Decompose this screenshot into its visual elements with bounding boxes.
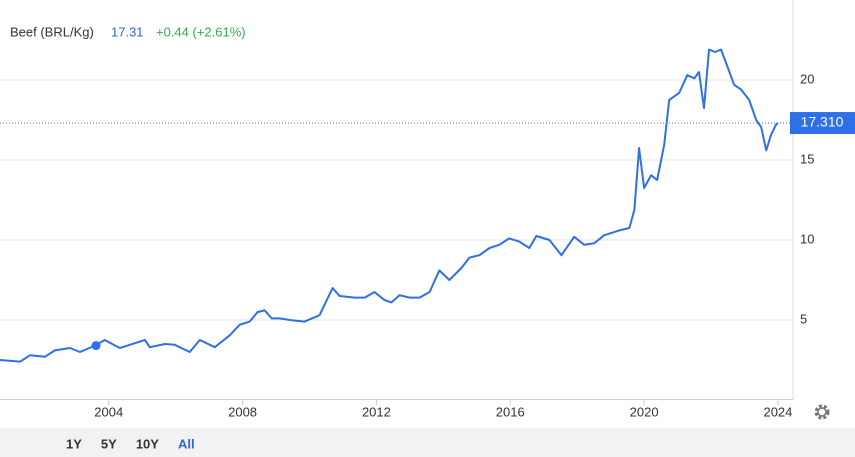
x-tick-label: 2012 <box>362 404 391 419</box>
y-tick-label: 15 <box>800 151 814 166</box>
x-tick-label: 2004 <box>94 404 123 419</box>
range-button[interactable]: 10Y <box>136 436 159 451</box>
gear-teeth <box>814 404 830 420</box>
x-tick-label: 2008 <box>228 404 257 419</box>
hover-marker <box>91 341 101 351</box>
price-line <box>0 48 779 363</box>
price: 17.31 <box>111 24 144 39</box>
price-change: +0.44 (+2.61%) <box>156 24 246 39</box>
current-price-badge <box>790 112 855 135</box>
y-tick-label: 10 <box>800 231 814 246</box>
settings-icon[interactable] <box>814 404 830 420</box>
y-tick-label: 20 <box>800 71 814 86</box>
x-tick-label: 2016 <box>496 404 525 419</box>
x-tick-label: 2024 <box>763 404 792 419</box>
y-tick-label: 5 <box>800 311 807 326</box>
current-price-label: 17.310 <box>801 114 844 130</box>
gear-body <box>817 407 827 417</box>
instrument-name: Beef (BRL/Kg) <box>10 24 94 39</box>
range-button[interactable]: 1Y <box>66 436 82 451</box>
range-button[interactable]: All <box>178 436 195 451</box>
x-tick-label: 2020 <box>630 404 659 419</box>
range-button[interactable]: 5Y <box>101 436 117 451</box>
range-bar <box>0 428 855 457</box>
